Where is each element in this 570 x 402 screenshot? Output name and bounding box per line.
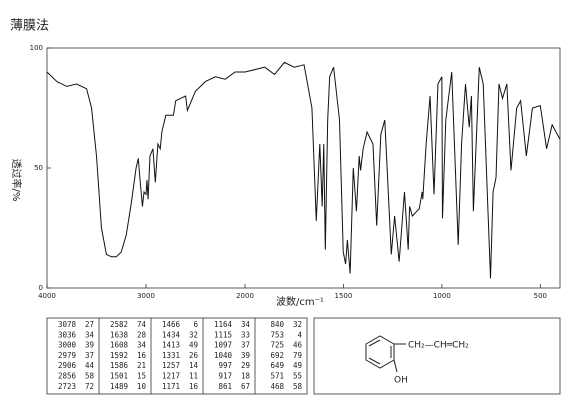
transmittance-cell: 39 <box>241 351 250 360</box>
wavenumber-cell: 1501 <box>110 372 128 381</box>
transmittance-cell: 28 <box>137 330 147 339</box>
wavenumber-cell: 1331 <box>162 351 180 360</box>
transmittance-cell: 18 <box>241 372 251 381</box>
y-tick-label: 0 <box>39 284 43 292</box>
y-tick-label: 50 <box>34 164 43 172</box>
wavenumber-cell: 917 <box>218 372 232 381</box>
transmittance-cell: 6 <box>193 320 198 329</box>
wavenumber-cell: 692 <box>270 351 284 360</box>
side-chain: CH₂—CH═CH₂ <box>408 341 469 351</box>
wavenumber-cell: 2582 <box>110 320 128 329</box>
x-axis-label: 波数/cm⁻¹ <box>276 295 324 308</box>
transmittance-cell: 14 <box>189 361 199 370</box>
transmittance-cell: 4 <box>297 330 302 339</box>
transmittance-cell: 79 <box>293 351 302 360</box>
wavenumber-cell: 1097 <box>214 341 232 350</box>
benzene-ring <box>365 335 406 373</box>
table-frame <box>46 317 308 395</box>
x-tick-label: 2000 <box>236 292 254 300</box>
x-tick-label: 1000 <box>433 292 451 300</box>
wavenumber-cell: 1586 <box>110 361 129 370</box>
y-tick-label: 100 <box>30 44 43 52</box>
wavenumber-cell: 2979 <box>58 351 76 360</box>
transmittance-cell: 11 <box>189 372 198 381</box>
transmittance-cell: 16 <box>137 351 147 360</box>
wavenumber-cell: 997 <box>218 361 232 370</box>
transmittance-cell: 44 <box>85 361 95 370</box>
structure-frame <box>313 317 561 395</box>
transmittance-cell: 37 <box>85 351 94 360</box>
transmittance-cell: 72 <box>85 382 94 391</box>
transmittance-cell: 34 <box>137 341 147 350</box>
wavenumber-cell: 753 <box>270 330 284 339</box>
transmittance-cell: 58 <box>293 382 303 391</box>
transmittance-cell: 27 <box>85 320 94 329</box>
wavenumber-cell: 2906 <box>58 361 77 370</box>
wavenumber-cell: 571 <box>270 372 284 381</box>
transmittance-cell: 49 <box>189 341 198 350</box>
transmittance-cell: 49 <box>293 361 302 370</box>
spectrum-line <box>46 61 561 279</box>
wavenumber-cell: 1638 <box>110 330 129 339</box>
wavenumber-cell: 1164 <box>214 320 233 329</box>
transmittance-cell: 16 <box>189 382 199 391</box>
wavenumber-cell: 3000 <box>58 341 77 350</box>
transmittance-cell: 39 <box>85 341 94 350</box>
transmittance-cell: 26 <box>189 351 199 360</box>
transmittance-cell: 58 <box>85 372 95 381</box>
transmittance-cell: 55 <box>293 372 302 381</box>
chart-title: 薄膜法 <box>10 19 49 34</box>
wavenumber-cell: 649 <box>270 361 284 370</box>
transmittance-cell: 21 <box>137 361 146 370</box>
wavenumber-cell: 861 <box>218 382 232 391</box>
transmittance-cell: 67 <box>241 382 250 391</box>
wavenumber-cell: 1434 <box>162 330 181 339</box>
wavenumber-cell: 1171 <box>162 382 180 391</box>
transmittance-cell: 46 <box>293 341 303 350</box>
wavenumber-cell: 1040 <box>214 351 233 360</box>
transmittance-cell: 34 <box>85 330 95 339</box>
wavenumber-cell: 1115 <box>214 330 232 339</box>
transmittance-cell: 29 <box>241 361 250 370</box>
transmittance-cell: 15 <box>137 372 146 381</box>
transmittance-cell: 74 <box>137 320 147 329</box>
wavenumber-cell: 840 <box>270 320 284 329</box>
transmittance-cell: 34 <box>241 320 251 329</box>
hydroxyl: OH <box>394 376 408 386</box>
wavenumber-cell: 725 <box>270 341 284 350</box>
wavenumber-cell: 1217 <box>162 372 180 381</box>
transmittance-cell: 33 <box>241 330 250 339</box>
transmittance-cell: 32 <box>293 320 302 329</box>
x-tick-label: 500 <box>534 292 547 300</box>
x-tick-label: 1500 <box>335 292 353 300</box>
wavenumber-cell: 2723 <box>58 382 76 391</box>
wavenumber-cell: 1257 <box>162 361 180 370</box>
x-tick-label: 4000 <box>38 292 56 300</box>
y-axis-label: 透过率/% <box>10 159 23 202</box>
wavenumber-cell: 1413 <box>162 341 180 350</box>
wavenumber-cell: 2856 <box>58 372 77 381</box>
wavenumber-cell: 1466 <box>162 320 181 329</box>
transmittance-cell: 10 <box>137 382 147 391</box>
wavenumber-cell: 3078 <box>58 320 77 329</box>
transmittance-cell: 32 <box>189 330 198 339</box>
wavenumber-cell: 1489 <box>110 382 128 391</box>
x-tick-label: 3000 <box>137 292 155 300</box>
wavenumber-cell: 1608 <box>110 341 129 350</box>
transmittance-cell: 37 <box>241 341 250 350</box>
wavenumber-cell: 3036 <box>58 330 77 339</box>
wavenumber-cell: 1592 <box>110 351 128 360</box>
wavenumber-cell: 468 <box>270 382 284 391</box>
